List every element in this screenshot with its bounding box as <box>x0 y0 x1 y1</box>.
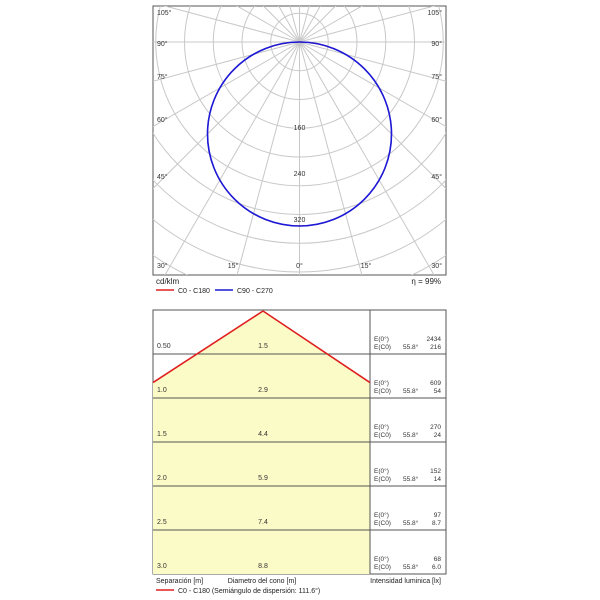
polar-labels: 105° 90° 75° 60° 45° 30° 105° 90° 75° 60° 45° 30° 15… <box>157 9 442 270</box>
angle-label-left: 15° <box>228 262 239 270</box>
radial-tick-label: 160 <box>294 125 306 132</box>
polar-grid <box>153 6 446 275</box>
cone-grid <box>152 310 446 574</box>
row-separation-value: 0.50 <box>157 343 171 350</box>
diameter-column-label: Diametro del cono [m] <box>228 578 297 585</box>
angle-label-left: 75° <box>157 73 168 81</box>
polar-curve-c90-c270 <box>206 41 393 227</box>
polar-grid-spoke <box>153 41 300 190</box>
row-e-center-value: 270 <box>430 424 441 431</box>
polar-grid-spoke <box>299 6 436 43</box>
polar-grid-spoke <box>299 41 446 82</box>
row-separation-value: 1.5 <box>157 431 167 438</box>
polar-grid-spoke <box>164 41 300 275</box>
row-e-center-label: E(0°) <box>374 335 389 343</box>
row-e-center-label: E(0°) <box>374 467 389 475</box>
row-e-center-label: E(0°) <box>374 423 389 431</box>
polar-grid-spoke <box>236 41 300 275</box>
polar-grid-spoke <box>299 41 435 275</box>
row-e-center-value: 609 <box>430 380 441 387</box>
polar-grid-spoke <box>299 41 446 190</box>
polar-grid-spoke <box>153 41 300 128</box>
row-e-c0-label: E(C0) <box>374 388 391 395</box>
angle-label-right: 45° <box>431 173 442 181</box>
radial-tick-label: 320 <box>294 217 306 224</box>
row-angle-value: 55.8° <box>403 387 419 395</box>
row-e-c0-label: E(C0) <box>374 564 391 571</box>
row-e-c0-label: E(C0) <box>374 344 391 351</box>
angle-label-left: 60° <box>157 116 168 124</box>
angle-label-left: 30° <box>157 262 168 270</box>
row-e-center-label: E(0°) <box>374 379 389 387</box>
angle-label-right: 105° <box>428 9 443 17</box>
row-diameter-value: 4.4 <box>258 431 268 438</box>
angle-label-right: 75° <box>431 73 442 81</box>
angle-label-left: 90° <box>157 40 168 48</box>
row-angle-value: 55.8° <box>403 519 419 527</box>
row-e-center-value: 152 <box>430 468 441 475</box>
angle-label-left: 105° <box>157 9 172 17</box>
row-e-c0-value: 54 <box>434 388 442 395</box>
angle-label-left: 45° <box>157 173 168 181</box>
polar-grid-spoke <box>299 41 363 275</box>
polar-curves <box>206 41 393 227</box>
row-diameter-value: 5.9 <box>258 475 268 482</box>
cone-edge-right <box>262 310 371 384</box>
row-e-c0-value: 24 <box>434 432 442 439</box>
legend-label-c0-c180: C0 - C180 <box>178 288 210 295</box>
row-e-center-value: 2434 <box>427 336 442 343</box>
row-angle-value: 55.8° <box>403 475 419 483</box>
polar-grid-spoke <box>299 41 446 128</box>
cone-rows: 0.50 1.5 E(0°) 2434 E(C0) 55.8° 216 1.0 2.9 E(0°)… <box>157 335 441 571</box>
cone-diagram: 0.50 1.5 E(0°) 2434 E(C0) 55.8° 216 1.0 2.9 E(0°)… <box>152 309 447 575</box>
row-angle-value: 55.8° <box>403 343 419 351</box>
angle-label-bottom: 0° <box>296 262 303 270</box>
row-e-c0-label: E(C0) <box>374 432 391 439</box>
separation-column-label: Separación [m] <box>156 578 203 585</box>
polar-grid-spoke <box>163 6 300 43</box>
row-e-center-value: 97 <box>434 512 442 519</box>
row-diameter-value: 1.5 <box>258 343 268 350</box>
efficiency-label: η = 99% <box>411 277 441 286</box>
illuminance-column-label: Intensidad luminica [lx] <box>370 578 441 585</box>
row-e-center-label: E(0°) <box>374 511 389 519</box>
row-angle-value: 55.8° <box>403 431 419 439</box>
row-diameter-value: 7.4 <box>258 519 268 526</box>
row-diameter-value: 8.8 <box>258 563 268 570</box>
cone-legend-label: C0 - C180 (Semiángulo de dispersión: 111… <box>178 587 320 595</box>
row-e-c0-value: 216 <box>430 344 441 351</box>
radial-tick-label: 240 <box>294 171 306 178</box>
polar-units-label: cd/klm <box>156 277 179 286</box>
row-separation-value: 1.0 <box>157 387 167 394</box>
angle-label-right: 60° <box>431 116 442 124</box>
row-diameter-value: 2.9 <box>258 387 268 394</box>
cone-edge-left <box>152 310 264 384</box>
polar-grid-spoke <box>153 41 300 82</box>
polar-chart: 105° 90° 75° 60° 45° 30° 105° 90° 75° 60° 45° 30° 15… <box>152 5 447 276</box>
row-e-c0-label: E(C0) <box>374 476 391 483</box>
row-separation-value: 3.0 <box>157 563 167 570</box>
row-e-c0-label: E(C0) <box>374 520 391 527</box>
angle-label-right: 90° <box>431 40 442 48</box>
row-separation-value: 2.0 <box>157 475 167 482</box>
row-angle-value: 55.8° <box>403 563 419 571</box>
row-e-c0-value: 8.7 <box>432 520 441 527</box>
angle-label-right: 15° <box>361 262 372 270</box>
row-e-center-label: E(0°) <box>374 555 389 563</box>
polar-legend: C0 - C180 C90 - C270 <box>156 288 273 295</box>
angle-label-right: 30° <box>431 262 442 270</box>
row-e-c0-value: 6.0 <box>432 564 441 571</box>
legend-label-c90-c270: C90 - C270 <box>237 288 273 295</box>
row-separation-value: 2.5 <box>157 519 167 526</box>
row-e-center-value: 68 <box>434 556 442 563</box>
row-e-c0-value: 14 <box>434 476 442 483</box>
